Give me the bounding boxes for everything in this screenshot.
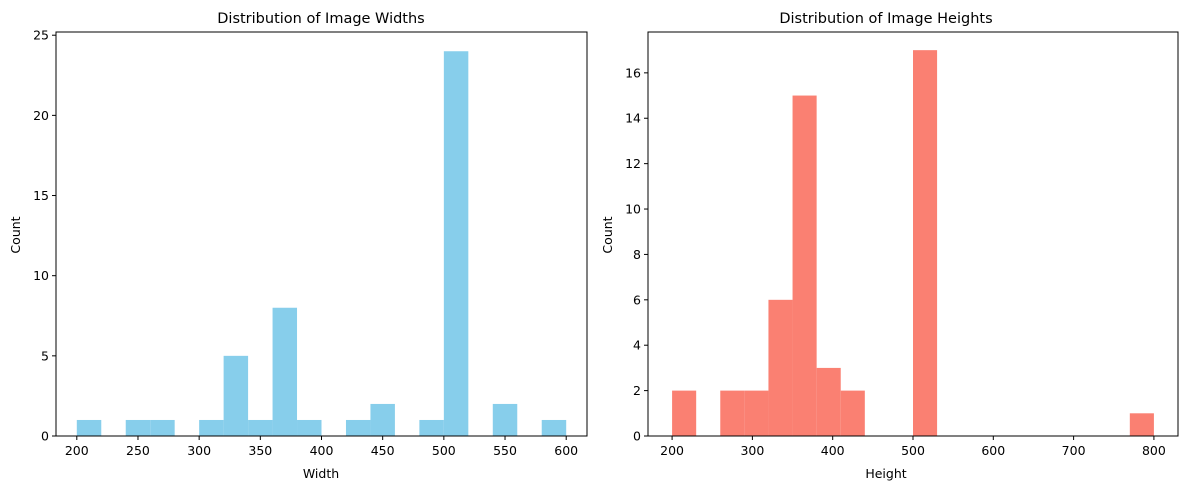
width-x-tick-label: 250 [126,443,150,458]
width-x-tick-label: 200 [65,443,89,458]
width-chart-title: Distribution of Image Widths [217,11,425,27]
height-histogram-bar [913,50,938,436]
width-x-tick-label: 500 [432,443,456,458]
height-x-tick-label: 200 [660,443,684,458]
width-x-tick-label: 400 [310,443,334,458]
width-histogram-bar [419,419,444,436]
width-histogram-bar [223,355,249,436]
width-y-tick-label: 5 [41,348,49,363]
height-histogram-bar [720,390,745,436]
height-x-tick-label: 400 [821,443,845,458]
width-histogram-bar [345,419,371,436]
width-x-tick-label: 600 [554,443,578,458]
height-histogram-bar [1129,413,1154,436]
height-y-tick-label: 10 [625,202,641,217]
height-histogram-bar [792,95,817,437]
width-y-tick-label: 10 [33,268,49,283]
height-y-tick-label: 14 [625,111,641,126]
height-x-tick-label: 700 [1062,443,1086,458]
height-y-tick-label: 12 [625,156,641,171]
height-y-tick-label: 2 [633,383,641,398]
width-histogram-bar [125,419,151,436]
height-y-tick-label: 16 [625,65,641,80]
width-histogram-bar [541,419,567,436]
width-histogram-bar [248,419,273,436]
width-histogram-bar [272,307,298,436]
width-histogram-panel: Distribution of Image Widths Width Count… [8,11,588,481]
width-y-tick-label: 25 [33,28,49,43]
height-x-tick-label: 600 [981,443,1005,458]
height-y-tick-label: 8 [633,247,641,262]
height-histogram-bar [744,390,769,436]
width-x-tick-label: 300 [187,443,211,458]
height-histogram-panel: Distribution of Image Heights Height Cou… [600,11,1179,481]
width-histogram-bar [443,51,469,437]
width-y-tick-label: 0 [41,429,49,444]
height-y-tick-label: 6 [633,292,641,307]
height-histogram-bar [840,390,865,436]
width-histogram-bar [150,419,175,436]
height-histogram-bar [816,367,841,436]
width-histogram-bar [492,403,518,436]
height-histogram-bar [672,390,697,436]
height-histogram-bar [768,299,793,436]
width-x-tick-label: 450 [371,443,395,458]
width-histogram-bar [297,419,322,436]
width-histogram-bar [76,419,102,436]
width-x-tick-label: 350 [248,443,272,458]
height-y-axis-label: Count [600,216,615,253]
height-y-tick-label: 0 [633,429,641,444]
width-x-axis-label: Width [303,466,339,481]
width-histogram-bar [370,403,395,436]
width-x-tick-label: 550 [493,443,517,458]
height-x-axis-label: Height [865,466,906,481]
height-y-tick-label: 4 [633,338,641,353]
height-x-tick-label: 300 [740,443,764,458]
height-x-tick-label: 500 [901,443,925,458]
width-y-axis-label: Count [8,216,23,253]
width-axes-frame [55,31,588,437]
height-chart-title: Distribution of Image Heights [779,11,992,27]
height-x-tick-label: 800 [1142,443,1166,458]
width-y-tick-label: 20 [33,108,49,123]
width-histogram-bar [199,419,224,436]
width-y-tick-label: 15 [33,188,49,203]
